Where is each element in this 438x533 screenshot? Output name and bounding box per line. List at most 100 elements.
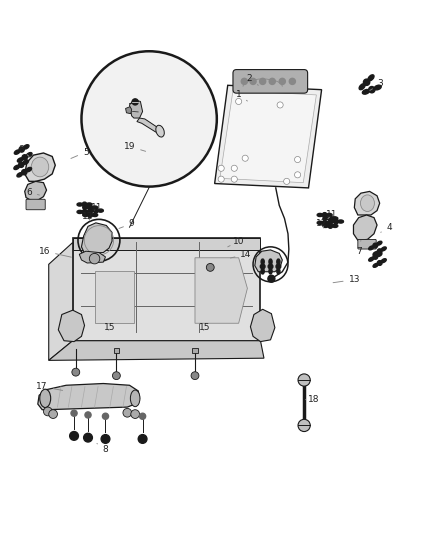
Circle shape bbox=[102, 413, 109, 419]
Circle shape bbox=[71, 410, 77, 416]
Ellipse shape bbox=[373, 252, 378, 255]
Circle shape bbox=[22, 155, 27, 160]
Polygon shape bbox=[95, 271, 134, 323]
Polygon shape bbox=[137, 118, 159, 132]
Ellipse shape bbox=[92, 206, 98, 209]
Circle shape bbox=[289, 78, 295, 84]
Ellipse shape bbox=[23, 145, 29, 149]
Ellipse shape bbox=[77, 203, 82, 206]
Ellipse shape bbox=[86, 203, 92, 206]
Ellipse shape bbox=[377, 253, 382, 256]
Ellipse shape bbox=[269, 269, 272, 274]
Circle shape bbox=[277, 102, 283, 108]
Text: 2: 2 bbox=[247, 74, 258, 85]
Text: 11: 11 bbox=[91, 203, 102, 212]
Ellipse shape bbox=[269, 259, 272, 264]
Circle shape bbox=[284, 179, 290, 184]
Text: 19: 19 bbox=[124, 142, 145, 151]
Text: 8: 8 bbox=[19, 145, 29, 157]
Text: 12: 12 bbox=[316, 219, 328, 228]
Circle shape bbox=[328, 216, 333, 221]
Ellipse shape bbox=[14, 150, 20, 154]
Ellipse shape bbox=[17, 173, 22, 177]
Circle shape bbox=[242, 155, 248, 161]
Circle shape bbox=[138, 434, 147, 443]
Polygon shape bbox=[354, 191, 380, 215]
Ellipse shape bbox=[77, 211, 82, 214]
Ellipse shape bbox=[317, 213, 323, 216]
Circle shape bbox=[113, 372, 120, 379]
Circle shape bbox=[82, 202, 87, 207]
Text: 15: 15 bbox=[104, 323, 116, 332]
Polygon shape bbox=[215, 85, 321, 188]
Ellipse shape bbox=[362, 90, 369, 94]
Polygon shape bbox=[79, 251, 106, 263]
Text: 13: 13 bbox=[333, 275, 360, 284]
Circle shape bbox=[94, 208, 98, 213]
Ellipse shape bbox=[277, 259, 280, 264]
Polygon shape bbox=[126, 107, 132, 114]
Polygon shape bbox=[220, 91, 316, 183]
Circle shape bbox=[294, 172, 300, 178]
Circle shape bbox=[260, 264, 265, 269]
Ellipse shape bbox=[373, 263, 378, 268]
Polygon shape bbox=[81, 223, 112, 253]
Ellipse shape bbox=[88, 209, 94, 212]
Circle shape bbox=[364, 79, 370, 85]
Circle shape bbox=[298, 419, 310, 432]
Text: 5: 5 bbox=[71, 148, 89, 158]
Polygon shape bbox=[49, 243, 73, 360]
Circle shape bbox=[89, 253, 100, 264]
Circle shape bbox=[101, 434, 110, 443]
Text: 9: 9 bbox=[119, 219, 134, 229]
Ellipse shape bbox=[40, 389, 51, 408]
Circle shape bbox=[241, 78, 247, 84]
Circle shape bbox=[206, 263, 214, 271]
Polygon shape bbox=[251, 309, 275, 342]
Circle shape bbox=[268, 275, 275, 282]
Ellipse shape bbox=[377, 241, 382, 245]
Circle shape bbox=[132, 99, 138, 105]
Circle shape bbox=[231, 176, 237, 182]
Circle shape bbox=[72, 368, 80, 376]
Circle shape bbox=[377, 249, 382, 254]
Text: 7: 7 bbox=[356, 240, 362, 256]
Ellipse shape bbox=[83, 213, 88, 216]
Circle shape bbox=[298, 374, 310, 386]
Circle shape bbox=[268, 264, 273, 269]
Polygon shape bbox=[255, 250, 283, 272]
Text: 3: 3 bbox=[370, 79, 383, 91]
FancyBboxPatch shape bbox=[192, 348, 198, 353]
Polygon shape bbox=[38, 384, 140, 410]
Circle shape bbox=[334, 219, 339, 224]
Ellipse shape bbox=[317, 221, 323, 224]
Ellipse shape bbox=[156, 125, 164, 137]
Ellipse shape bbox=[14, 165, 19, 169]
Ellipse shape bbox=[374, 85, 381, 90]
Circle shape bbox=[279, 78, 286, 84]
Text: 15: 15 bbox=[199, 323, 211, 332]
Text: 4: 4 bbox=[381, 223, 392, 232]
Ellipse shape bbox=[368, 75, 374, 81]
Polygon shape bbox=[195, 258, 247, 323]
FancyBboxPatch shape bbox=[73, 238, 261, 251]
Circle shape bbox=[260, 78, 266, 84]
Polygon shape bbox=[130, 100, 143, 118]
Circle shape bbox=[328, 223, 333, 228]
Text: 12: 12 bbox=[81, 212, 93, 221]
Ellipse shape bbox=[18, 158, 23, 162]
Circle shape bbox=[49, 410, 57, 418]
Ellipse shape bbox=[369, 257, 374, 261]
Text: 6: 6 bbox=[26, 188, 39, 197]
Polygon shape bbox=[49, 341, 264, 360]
Text: 10: 10 bbox=[228, 237, 244, 247]
Ellipse shape bbox=[261, 269, 264, 274]
Circle shape bbox=[70, 432, 78, 440]
Ellipse shape bbox=[26, 152, 32, 157]
FancyBboxPatch shape bbox=[233, 70, 307, 93]
Circle shape bbox=[269, 78, 276, 84]
Circle shape bbox=[276, 264, 281, 269]
Circle shape bbox=[131, 410, 140, 418]
Polygon shape bbox=[25, 181, 46, 201]
Ellipse shape bbox=[131, 390, 140, 407]
